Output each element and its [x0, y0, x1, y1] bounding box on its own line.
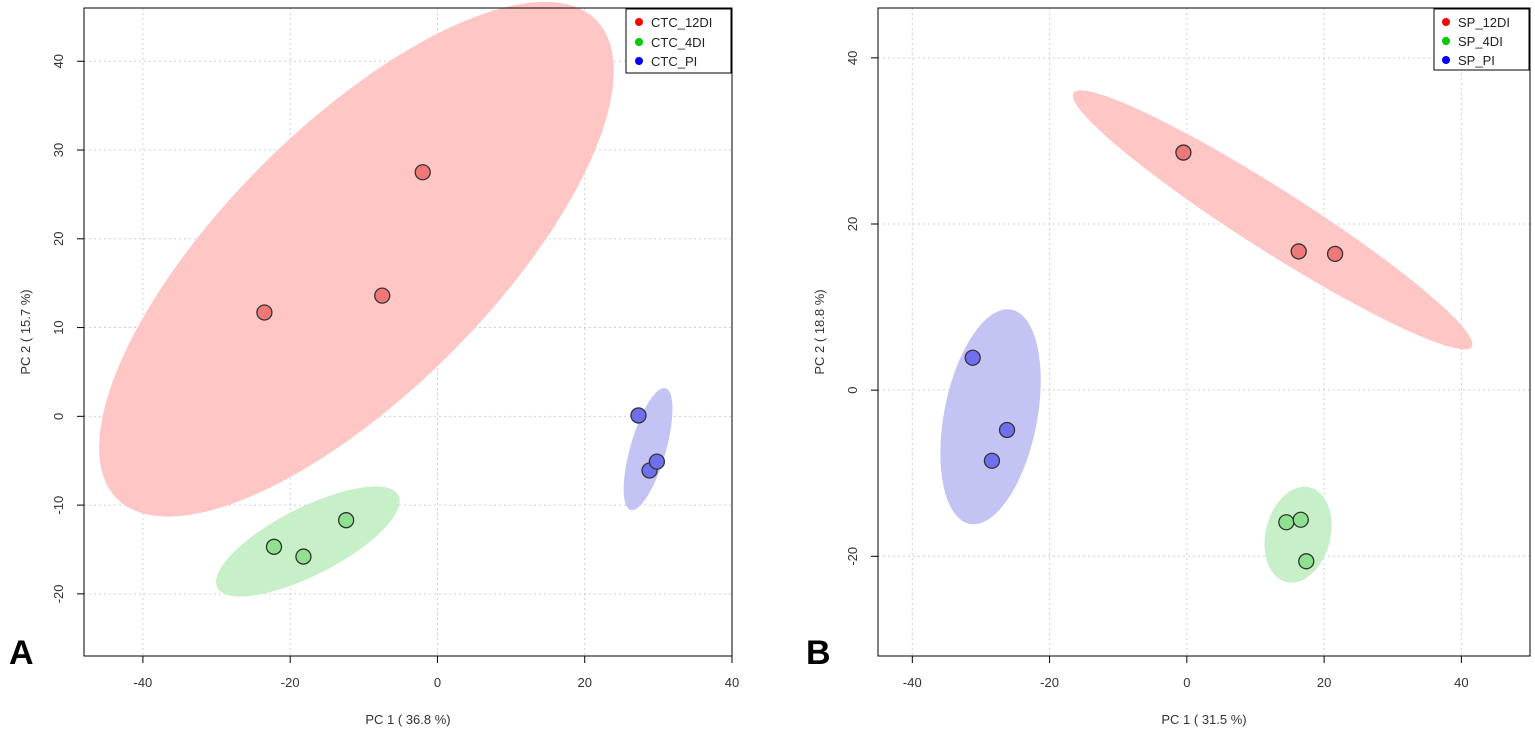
panel-a-point-ctc-pi: [648, 453, 666, 470]
panel-a-y-tick-label: -10: [51, 496, 66, 515]
panel-a: -40 -20 0 20 40 -20 -10 0 10 20 30 40 PC 1 ( 36.8 …: [9, 1, 739, 727]
panel-b-legend-marker: [1442, 56, 1450, 64]
panel-b-legend-label: SP_4DI: [1458, 34, 1503, 49]
panel-b-point-sp-pi: [964, 349, 981, 366]
panel-b-point-sp-4di: [1278, 514, 1295, 531]
panel-a-legend-box: [625, 8, 732, 74]
panel-b-x-tick-label: 20: [1317, 675, 1331, 690]
panel-a-legend-marker: [635, 38, 643, 46]
panel-b-point-sp-12di: [1175, 144, 1192, 161]
panel-a-y-tick-label: -20: [51, 584, 66, 603]
panel-a-letter: A: [9, 634, 34, 672]
panel-a-x-tick-label: 20: [577, 675, 591, 690]
panel-a-x-ticks: -40 -20 0 20 40: [134, 656, 739, 690]
panel-b-point-sp-pi: [998, 421, 1016, 439]
panel-a-legend-marker: [635, 57, 643, 65]
panel-b-plot-frame: [877, 7, 1531, 657]
panel-b-point-sp-12di: [1326, 245, 1344, 263]
panel-b-y-tick-label: 40: [845, 51, 860, 65]
panel-b-legend-marker: [1442, 37, 1450, 45]
panel-a-legend-label: CTC_4DI: [651, 35, 705, 50]
panel-a-plot-frame: [83, 7, 733, 657]
panel-a-ellipse-ctc-pi: [623, 388, 673, 511]
panel-a-x-tick-label: 0: [434, 675, 441, 690]
panel-a-point-ctc-12di: [256, 304, 273, 321]
panel-a-y-axis-title: PC 2 ( 15.7 %): [18, 289, 33, 374]
panel-b-ellipses: [940, 90, 1473, 583]
panel-a-y-tick-label: 40: [51, 54, 66, 68]
panel-b-x-tick-label: 40: [1454, 675, 1468, 690]
panel-b-ellipse-sp-4di: [1264, 486, 1332, 583]
panel-b-x-tick-label: -20: [1040, 675, 1059, 690]
panel-b-letter: B: [806, 634, 831, 672]
panel-a-x-tick-label: 40: [725, 675, 739, 690]
panel-b-x-axis-title: PC 1 ( 31.5 %): [1161, 712, 1246, 727]
panel-a-legend-label: CTC_PI: [651, 54, 697, 69]
panel-b-x-tick-label: 0: [1183, 675, 1190, 690]
panel-b-point-sp-pi: [983, 452, 1001, 469]
panel-b-x-tick-label: -40: [903, 675, 922, 690]
panel-a-x-tick-label: -40: [134, 675, 153, 690]
panel-b-legend-label: SP_PI: [1458, 53, 1495, 68]
panel-a-points: [256, 164, 666, 565]
panel-a-point-ctc-4di: [337, 512, 355, 529]
panel-a-y-tick-label: 30: [51, 143, 66, 157]
panel-b-legend-marker: [1442, 18, 1450, 26]
panel-a-point-ctc-4di: [295, 548, 312, 565]
panel-a-legend-marker: [635, 18, 643, 26]
panel-a-y-tick-label: 10: [51, 320, 66, 334]
panel-a-y-tick-label: 0: [51, 413, 66, 420]
panel-b-ellipse-sp-pi: [940, 309, 1041, 525]
panel-b-points: [964, 144, 1344, 570]
panel-b-y-ticks: -20 0 20 40: [845, 51, 878, 566]
panel-a-y-tick-label: 20: [51, 232, 66, 246]
panel-a-point-ctc-12di: [374, 287, 391, 304]
panel-b-y-axis-title: PC 2 ( 18.8 %): [812, 289, 827, 374]
panel-a-y-ticks: -20 -10 0 10 20 30 40: [51, 54, 84, 603]
panel-b-ellipse-sp-12di: [1072, 90, 1473, 350]
panel-a-x-tick-label: -20: [281, 675, 300, 690]
panel-b-point-sp-4di: [1292, 511, 1309, 528]
panel-a-point-ctc-4di: [265, 538, 283, 555]
panel-b-legend: SP_12DI SP_4DI SP_PI: [1433, 8, 1530, 71]
panel-b-y-tick-label: -20: [845, 547, 860, 566]
panel-b-point-sp-12di: [1290, 243, 1307, 260]
panel-b-x-ticks: -40 -20 0 20 40: [903, 656, 1469, 690]
panel-a-ellipse-ctc-12di: [99, 1, 614, 517]
panel-a-ellipse-ctc-4di: [216, 486, 400, 597]
panel-a-point-ctc-12di: [414, 164, 431, 181]
panel-a-point-ctc-pi: [630, 407, 647, 424]
panel-b-legend-label: SP_12DI: [1458, 15, 1510, 30]
panel-b-y-tick-label: 20: [845, 217, 860, 231]
panel-a-x-axis-title: PC 1 ( 36.8 %): [365, 712, 450, 727]
panel-a-legend-label: CTC_12DI: [651, 15, 712, 30]
panel-b: -40 -20 0 20 40 -20 0 20 40 PC 1 ( 31.5 %) PC 2…: [806, 7, 1531, 727]
panel-b-y-tick-label: 0: [845, 387, 860, 394]
panel-a-legend: CTC_12DI CTC_4DI CTC_PI: [625, 8, 732, 74]
panel-b-point-sp-4di: [1298, 553, 1315, 570]
panel-a-ellipses: [99, 1, 673, 597]
